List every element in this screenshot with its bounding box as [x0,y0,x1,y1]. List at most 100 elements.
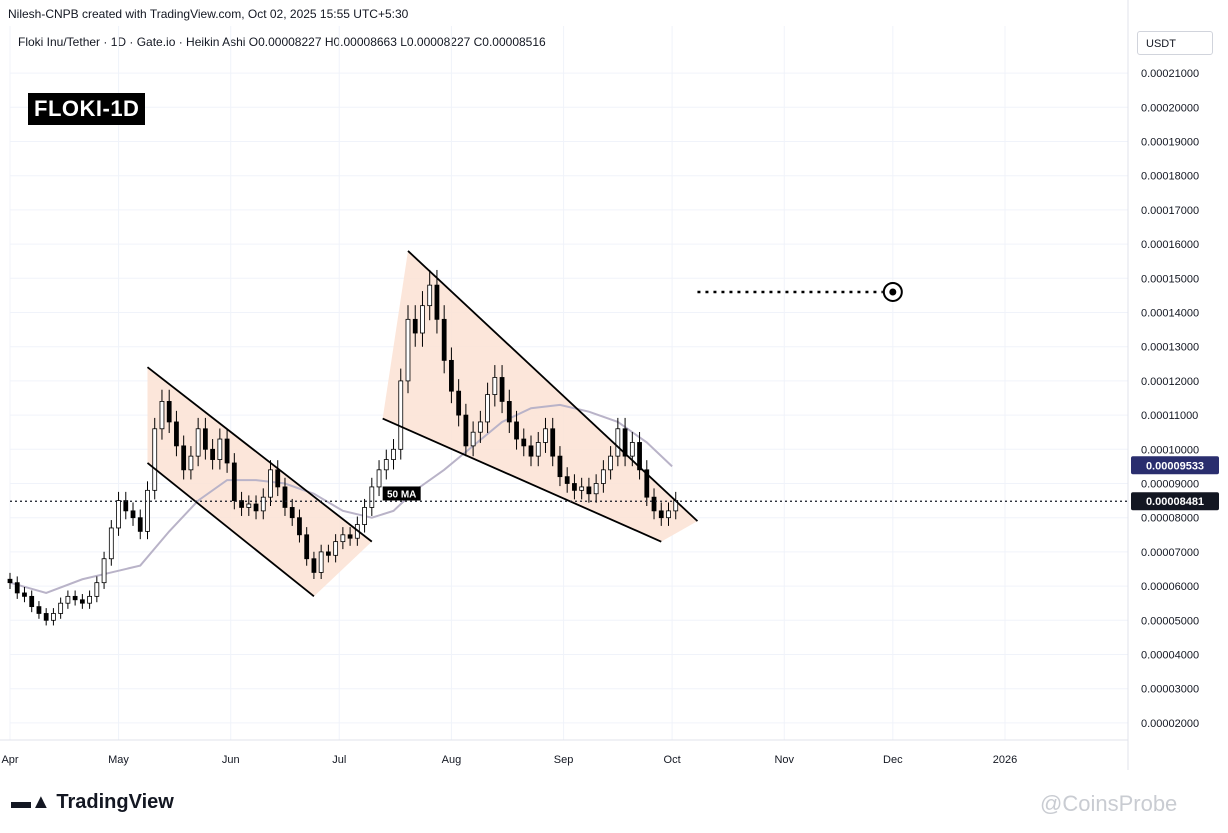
candle-body [391,448,396,460]
price-tick-label: 0.00013000 [1141,342,1199,354]
price-label: 0.00009533 [1146,460,1204,472]
candle-body [51,613,56,621]
candle-body [593,483,599,495]
price-tick-label: 0.00021000 [1141,68,1199,80]
candle-body [304,534,310,560]
candle-body [130,510,136,519]
time-tick-label: Nov [774,754,794,766]
candle-body [253,503,259,512]
candle-body [579,486,585,491]
tradingview-logo: ▬▲ TradingView [11,791,174,814]
candle-body [260,496,266,512]
candle-body [586,486,592,495]
time-tick-label: Sep [554,754,574,766]
time-tick-label: May [108,754,129,766]
falling-wedge-trendline [407,250,699,522]
candle-body [58,602,64,614]
trendlines [146,250,699,598]
candle-body [557,455,563,478]
candle-body [543,428,548,443]
candle-body [36,606,42,614]
candle-body [383,459,389,471]
candle-body [644,469,650,498]
price-tick-label: 0.00014000 [1141,308,1199,320]
price-axis[interactable]: 0.00021000 0.00020000 0.00019000 0.00018000… [1131,68,1219,730]
price-tick-label: 0.00011000 [1141,410,1198,422]
candle-body [246,503,252,508]
price-tick-label: 0.00002000 [1141,718,1199,730]
candle-body [174,421,179,447]
candle-body [7,578,13,584]
candle-body [550,428,556,457]
price-tick-label: 0.00005000 [1141,615,1199,627]
moving-average [9,403,673,594]
candle-body [535,442,541,457]
candle-body [79,599,85,604]
candle-body [29,595,35,608]
candle-body [14,582,20,594]
candle-body [600,469,606,484]
ticker-badge: FLOKI-1D [28,93,146,125]
candle-body [456,390,462,416]
candle-body [224,438,230,464]
candle-body [116,500,121,529]
brand-label: TradingView [56,791,174,813]
candle-body [463,414,469,447]
price-tick-label: 0.00019000 [1141,137,1199,149]
candle-body [477,421,483,433]
pattern-fills [147,250,698,597]
candle-body [427,284,433,307]
descending-channel-trendline [146,462,315,598]
candle-body [159,401,165,430]
candle-body [43,613,49,621]
candle-body [231,462,237,502]
ma-line [9,403,673,594]
tradingview-icon: ▬▲ [11,791,57,813]
candle-body [492,377,498,395]
candle-body [188,455,194,471]
overlay: 50 MA [10,486,1128,502]
symbol-info: Floki Inu/Tether · 1D · Gate.io · Heikin… [18,35,546,49]
candle-body [311,558,317,573]
price-tick-label: 0.00007000 [1141,547,1199,559]
ma-label-box [382,486,421,501]
price-label-box [1131,456,1219,475]
time-axis[interactable]: Apr May Jun Jul Aug Sep Oct Nov Dec 2026 [1,754,1017,766]
candle-body [666,510,671,519]
falling-wedge-trendline [382,417,662,543]
falling-wedge-fill [382,250,698,542]
time-tick-label: Aug [442,754,462,766]
candle-body [398,380,404,450]
candle-body [499,377,505,402]
candle-body [22,592,27,597]
candle-body [521,438,527,447]
candle-body [152,428,158,491]
price-tick-label: 0.00012000 [1141,376,1199,388]
candle-body [412,318,418,334]
price-label-box [1131,492,1219,511]
descending-channel-trendline [146,366,373,543]
time-tick-label: Oct [664,754,681,766]
target-icon-dot [889,288,897,296]
time-tick-label: Jun [222,754,240,766]
candle-body [101,558,107,584]
candle-body [441,318,447,361]
candle-body [340,534,346,543]
candle-body [651,496,657,512]
candle-body [108,527,114,560]
candle-body [470,431,476,447]
candle-body [268,469,273,498]
candle-body [362,507,367,525]
price-tick-label: 0.00003000 [1141,684,1199,696]
price-label: 0.00008481 [1146,496,1204,508]
currency-selector[interactable]: USDT [1137,31,1213,55]
descending-channel-fill [147,367,372,597]
candle-body [629,442,635,457]
candle-body [94,582,100,597]
target-projection [697,281,903,302]
candle-body [202,428,208,450]
candle-body [572,483,577,491]
candle-body [622,428,628,457]
candle-body [434,284,440,320]
